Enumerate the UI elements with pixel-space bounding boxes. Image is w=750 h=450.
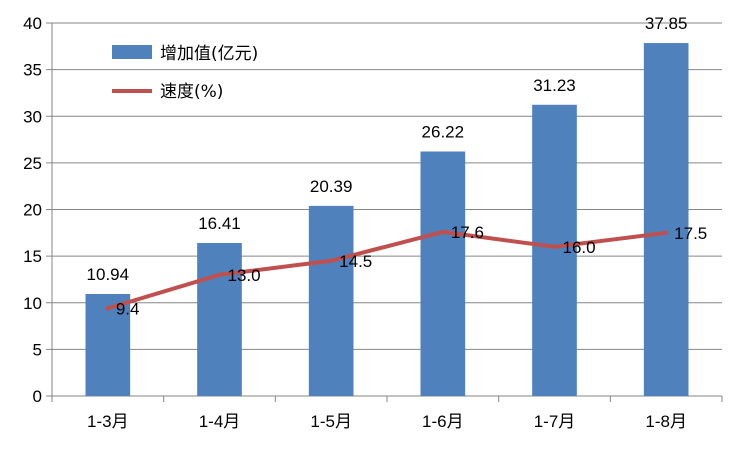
line-point: [440, 229, 445, 234]
bar: [197, 242, 242, 396]
x-tick-label: 1-7月: [534, 412, 576, 431]
x-tick-label: 1-5月: [310, 412, 352, 431]
line-point: [105, 306, 110, 311]
line-series: [105, 229, 669, 311]
y-tick-label: 10: [23, 294, 42, 313]
axes: 0 5 10 15 20 25 30 35 40 1-3月 1-4月 1-5月 1-6月 1-7月 1-8月: [23, 14, 723, 431]
x-tick-label: 1-3月: [87, 412, 129, 431]
y-tick-label: 25: [23, 154, 42, 173]
bar-value-label: 31.23: [533, 76, 576, 95]
x-tick-label: 1-6月: [422, 412, 464, 431]
line-value-label: 9.4: [116, 299, 140, 318]
legend-bar-label: 增加值(亿元): [160, 44, 258, 64]
bar-value-label: 20.39: [310, 177, 353, 196]
bar-value-label: 26.22: [422, 122, 465, 141]
bar-value-label: 10.94: [87, 265, 130, 284]
line-value-label: 13.0: [228, 266, 261, 285]
bar: [532, 104, 577, 397]
y-tick-label: 30: [23, 107, 42, 126]
x-tick-label: 1-8月: [645, 412, 687, 431]
data-labels: 10.94 16.41 20.39 26.22 31.23 37.85 9.4 13.0 14.…: [87, 14, 708, 318]
bar-value-label: 16.41: [198, 214, 241, 233]
line-point: [552, 244, 557, 249]
bar: [308, 205, 354, 396]
y-tick-label: 5: [33, 340, 42, 359]
y-tick-label: 35: [23, 61, 42, 80]
y-tick-label: 40: [23, 14, 42, 33]
bar-series: [85, 43, 689, 397]
line-value-label: 16.0: [563, 238, 596, 257]
legend: 增加值(亿元) 速度(%): [112, 44, 258, 102]
line-point: [329, 258, 334, 263]
legend-line-label: 速度(%): [160, 82, 223, 102]
gridlines: [52, 22, 722, 350]
bar: [643, 43, 689, 397]
y-tick-label: 15: [23, 247, 42, 266]
bar: [85, 293, 131, 396]
line-value-label: 14.5: [339, 252, 372, 271]
line-point: [217, 272, 222, 277]
line-point: [664, 230, 669, 235]
bar-value-label: 37.85: [645, 14, 688, 33]
line-value-label: 17.6: [451, 223, 484, 242]
x-tick-label: 1-4月: [199, 412, 241, 431]
bar: [420, 151, 466, 396]
line-value-label: 17.5: [674, 224, 707, 243]
legend-bar-swatch: [112, 45, 152, 59]
y-tick-label: 0: [33, 387, 42, 406]
line-path: [105, 229, 669, 311]
y-tick-label: 20: [23, 201, 42, 220]
